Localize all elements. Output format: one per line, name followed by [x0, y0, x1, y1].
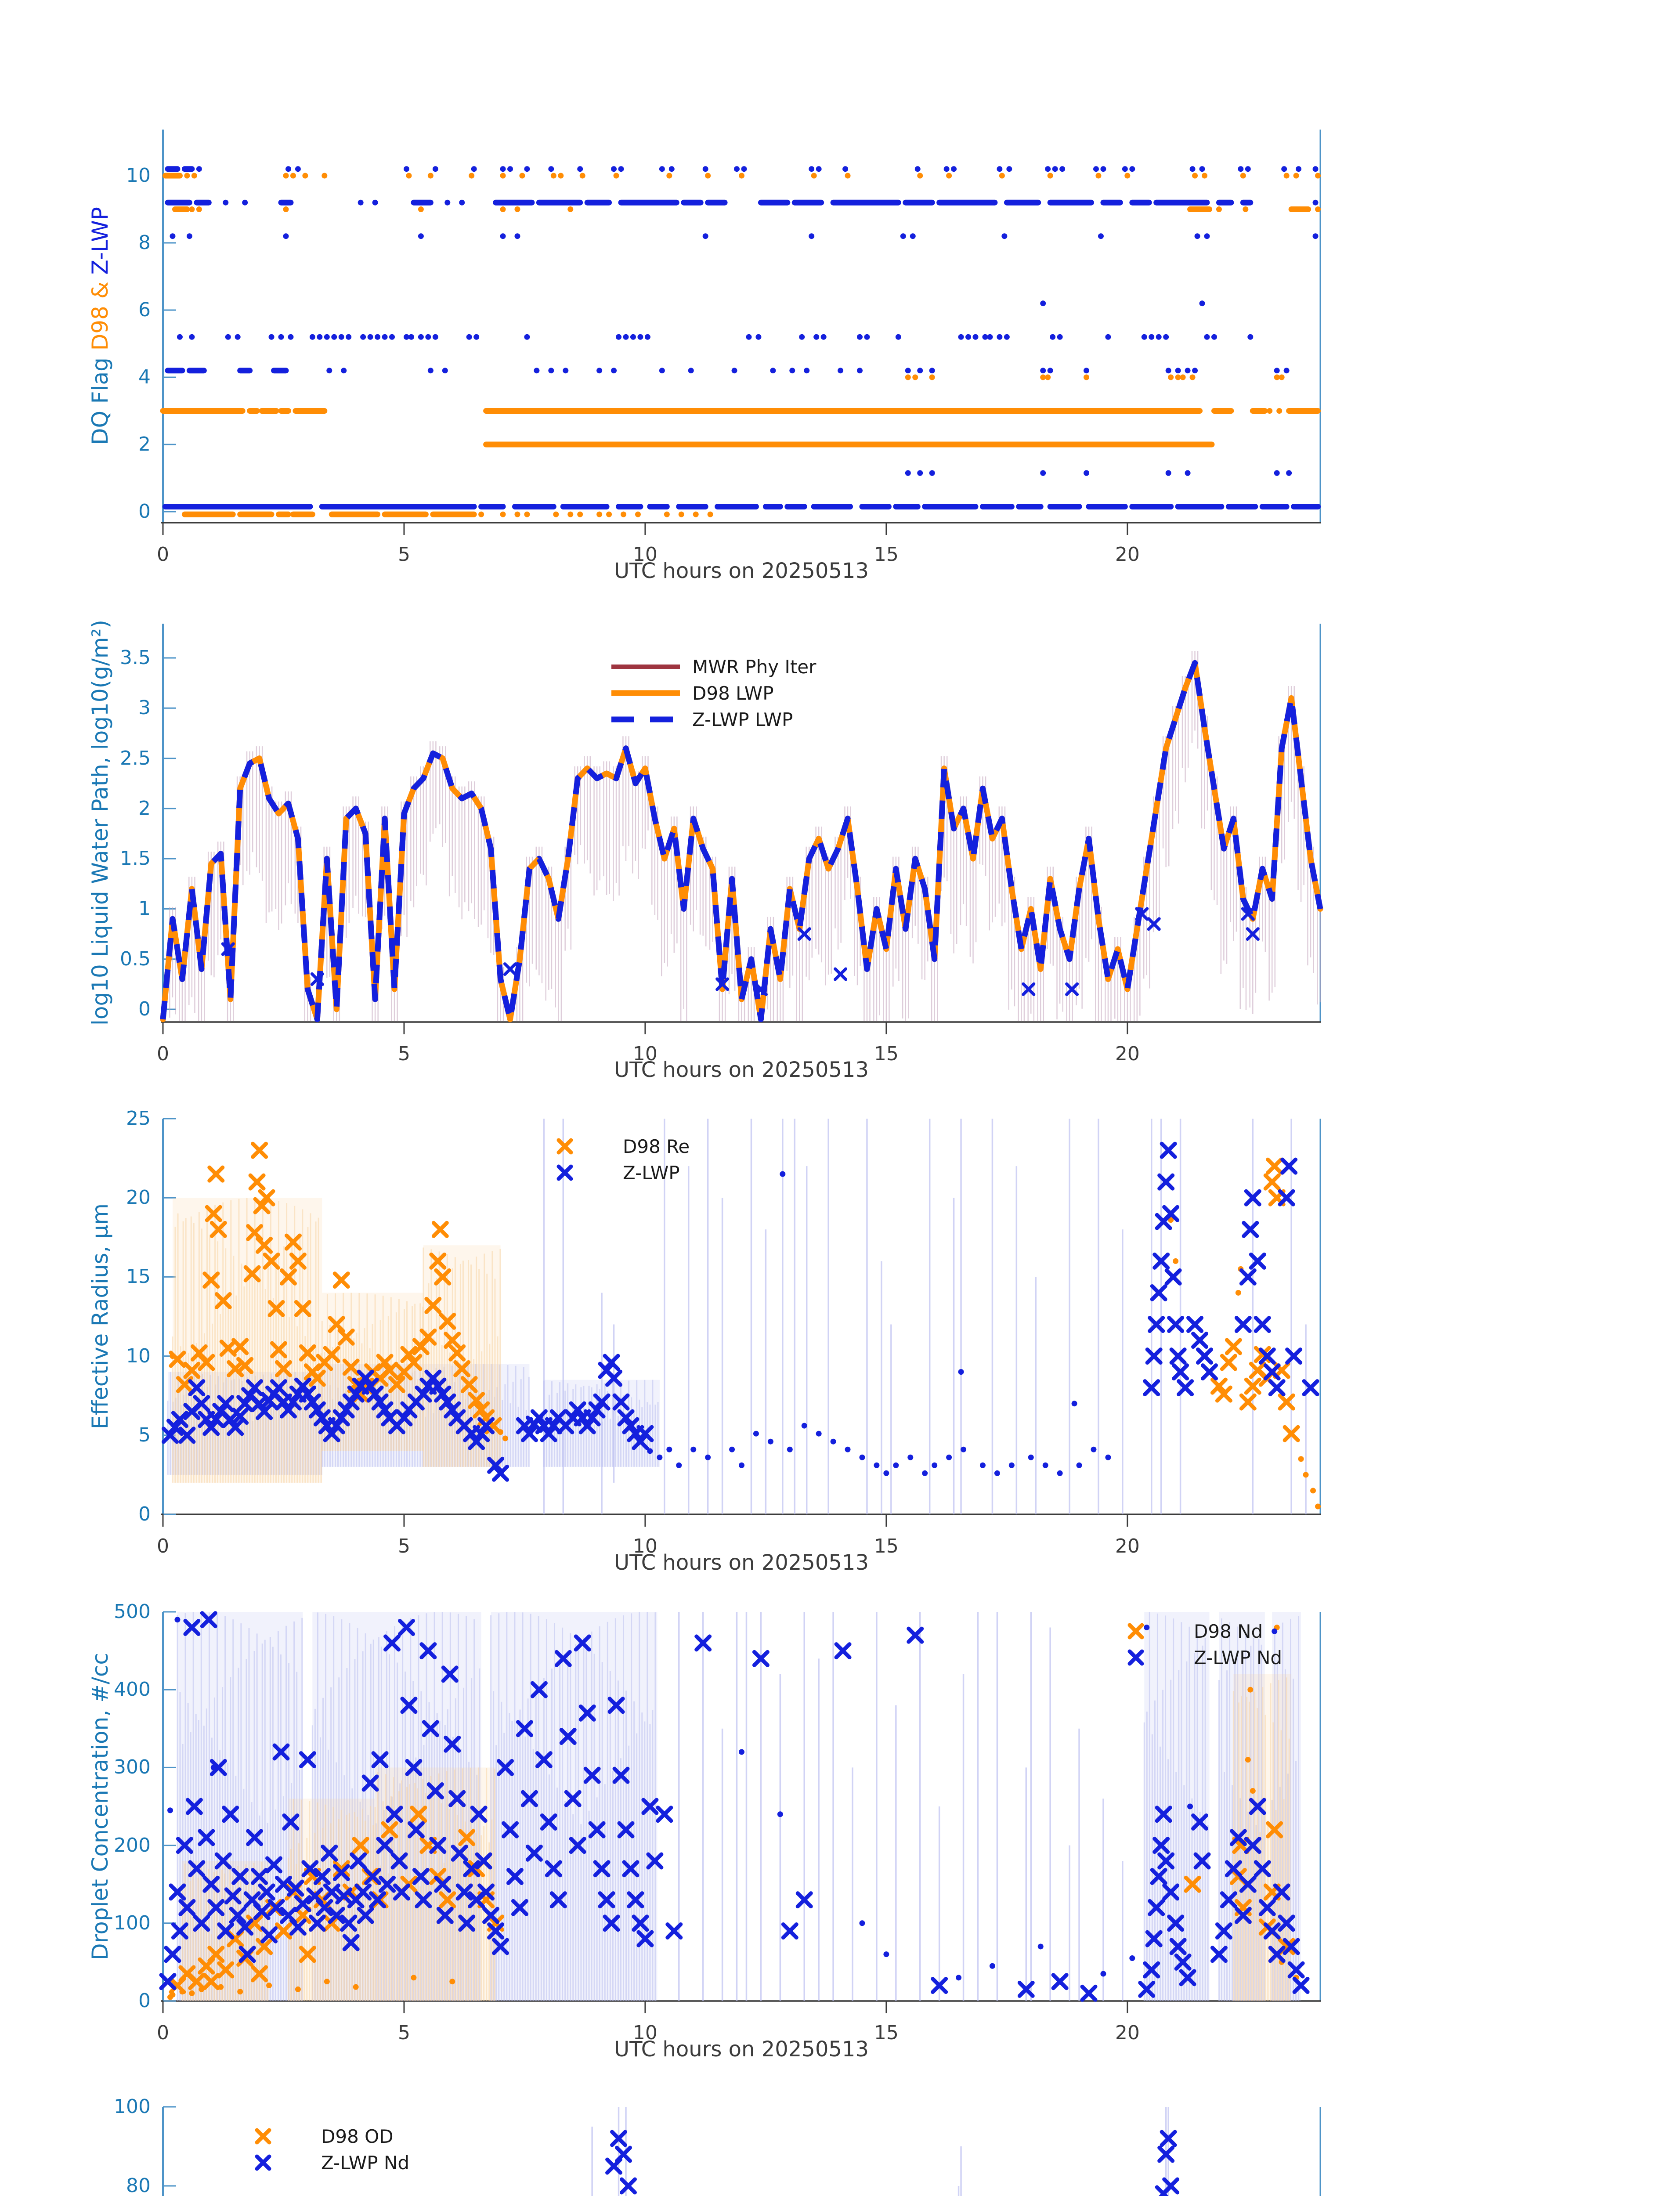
x-tick-label: 0 [157, 1535, 169, 1557]
legend-item: Z-LWP LWP [611, 706, 816, 733]
legend-marker-sample [550, 1136, 611, 1157]
x-tick-label: 10 [632, 1535, 658, 1557]
y-tick-label: 8 [138, 231, 151, 254]
legend-label: Z-LWP Nd [321, 2152, 410, 2174]
legend-item: D98 LWP [611, 680, 816, 706]
legend-label: Z-LWP [623, 1162, 680, 1184]
legend-item: Z-LWP Nd [1121, 1644, 1282, 1671]
y-tick-label: 200 [114, 1834, 151, 1856]
legend-label: D98 OD [321, 2125, 394, 2147]
legend-item: D98 OD [248, 2123, 409, 2149]
y-tick-label: 0 [138, 1990, 151, 2012]
legend-item: Z-LWP [550, 1159, 690, 1186]
x-tick-label: 10 [632, 543, 658, 566]
x-tick-label: 15 [874, 1535, 899, 1557]
legend-lwp: MWR Phy Iter D98 LWP Z-LWP LWP [611, 654, 816, 733]
x-tick-label: 5 [397, 2022, 410, 2044]
legend-item: D98 Nd [1121, 1618, 1282, 1644]
x-tick-label: 0 [157, 1043, 169, 1065]
y-tick-label: 5 [138, 1423, 151, 1446]
legend-label: D98 LWP [692, 682, 774, 704]
x-tick-label: 10 [632, 1043, 658, 1065]
x-tick-label: 20 [1115, 2022, 1140, 2044]
legend-item: D98 Re [550, 1133, 690, 1159]
y-tick-label: 400 [114, 1678, 151, 1701]
legend-label: Z-LWP LWP [692, 708, 793, 730]
legend-label: Z-LWP Nd [1194, 1647, 1283, 1669]
legend-line-sample [611, 709, 681, 730]
y-tick-label: 500 [114, 1600, 151, 1623]
y-tick-label: 80 [126, 2174, 151, 2196]
y-tick-label: 20 [126, 1186, 151, 1209]
x-axis-label: UTC hours on 20250513 [614, 1550, 869, 1575]
x-tick-label: 20 [1115, 543, 1140, 566]
x-tick-label: 10 [632, 2022, 658, 2044]
y-tick-label: 25 [126, 1107, 151, 1130]
x-tick-label: 0 [157, 543, 169, 566]
x-tick-label: 15 [874, 543, 899, 566]
legend-label: MWR Phy Iter [692, 656, 817, 678]
x-tick-label: 15 [874, 1043, 899, 1065]
legend-effective-radius: D98 Re Z-LWP [550, 1133, 690, 1186]
x-tick-label: 5 [397, 543, 410, 566]
y-tick-label: 10 [126, 1344, 151, 1367]
x-tick-label: 5 [397, 1535, 410, 1557]
y-tick-label: 10 [126, 164, 151, 187]
legend-marker-sample [1121, 1647, 1182, 1668]
y-tick-label: 15 [126, 1265, 151, 1288]
legend-line-sample [611, 656, 681, 677]
x-axis-label: UTC hours on 20250513 [614, 2037, 869, 2062]
y-tick-label: 3 [138, 697, 151, 719]
legend-droplet-concentration: D98 Nd Z-LWP Nd [1121, 1618, 1282, 1671]
y-tick-label: 4 [138, 366, 151, 388]
x-tick-label: 15 [874, 2022, 899, 2044]
y-tick-label: 0 [138, 998, 151, 1020]
y-tick-label: 2 [138, 797, 151, 820]
x-tick-label: 0 [157, 2022, 169, 2044]
x-axis-label: UTC hours on 20250513 [614, 559, 869, 583]
legend-label: D98 Re [623, 1135, 690, 1157]
legend-item: Z-LWP Nd [248, 2149, 409, 2176]
y-tick-label: 1 [138, 897, 151, 920]
legend-label: D98 Nd [1194, 1620, 1263, 1642]
legend-marker-sample [248, 2152, 310, 2173]
y-tick-label: 300 [114, 1756, 151, 1779]
y-tick-label: 6 [138, 299, 151, 321]
y-tick-label: 2.5 [120, 747, 151, 769]
y-tick-label: 100 [114, 2095, 151, 2118]
x-tick-label: 20 [1115, 1535, 1140, 1557]
x-tick-label: 20 [1115, 1043, 1140, 1065]
y-tick-label: 0.5 [120, 947, 151, 970]
legend-marker-sample [248, 2126, 310, 2147]
legend-line-sample [611, 683, 681, 704]
y-tick-label: 1.5 [120, 847, 151, 870]
y-axis-label-effective-radius: Effective Radius, μm [87, 1203, 113, 1429]
legend-optical-depth: D98 OD Z-LWP Nd [248, 2123, 409, 2176]
y-tick-label: 100 [114, 1911, 151, 1934]
x-tick-label: 5 [397, 1043, 410, 1065]
legend-marker-sample [550, 1162, 611, 1183]
legend-item: MWR Phy Iter [611, 654, 816, 680]
y-tick-label: 0 [138, 500, 151, 523]
y-tick-label: 2 [138, 433, 151, 455]
y-tick-label: 3.5 [120, 647, 151, 669]
y-tick-label: 0 [138, 1503, 151, 1525]
x-axis-label: UTC hours on 20250513 [614, 1058, 869, 1082]
legend-marker-sample [1121, 1621, 1182, 1642]
